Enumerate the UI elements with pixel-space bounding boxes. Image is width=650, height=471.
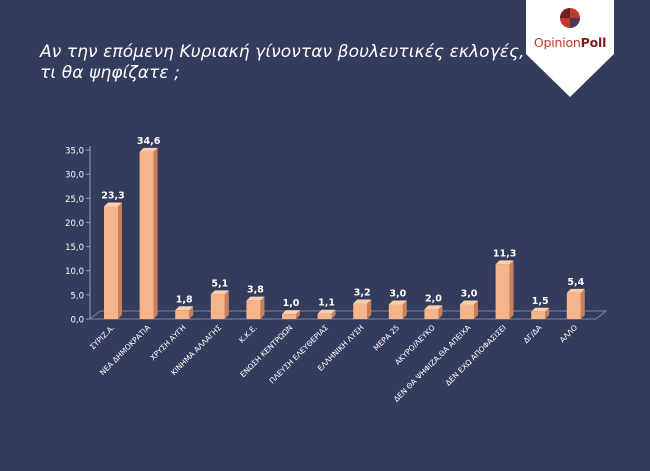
bar-top: [566, 288, 585, 293]
bar-top: [495, 260, 514, 265]
bar: [566, 292, 581, 319]
bar-value-label: 11,3: [493, 248, 516, 259]
bar-value-label: 34,6: [137, 136, 161, 147]
bar: [495, 264, 510, 319]
y-tick-label: 20,0: [65, 219, 84, 229]
bar-value-label: 5,1: [211, 278, 228, 289]
bar: [210, 294, 225, 319]
x-category-label: Κ.Κ.Ε.: [237, 323, 259, 345]
bar-value-label: 5,4: [567, 277, 584, 288]
logo-text: OpinionPoll: [526, 35, 614, 50]
y-tick-label: 10,0: [65, 267, 84, 277]
bar-top: [460, 300, 478, 305]
bar-side: [224, 290, 229, 319]
opinionpoll-logo: OpinionPoll: [526, 0, 614, 97]
bar: [139, 151, 154, 319]
bar-side: [438, 305, 443, 319]
bar: [388, 304, 403, 319]
bar: [104, 206, 118, 319]
bar: [531, 311, 546, 319]
chart-floor: [88, 310, 608, 320]
bar-value-label: 1,8: [176, 294, 193, 305]
bar-side: [367, 299, 372, 319]
bar-top: [210, 290, 229, 295]
logo-badge-shape: [526, 0, 614, 97]
bar: [353, 303, 368, 319]
bar: [317, 313, 332, 319]
bar: [460, 304, 474, 319]
bar-top: [104, 202, 122, 207]
bar-top: [424, 305, 443, 310]
y-tick-label: 35,0: [65, 147, 84, 157]
bar-side: [402, 300, 407, 319]
y-tick-label: 15,0: [65, 243, 84, 253]
bar-value-label: 3,8: [247, 285, 264, 296]
bar-value-label: 23,3: [101, 190, 124, 201]
bar-side: [260, 296, 265, 319]
bar-side: [509, 260, 514, 319]
bar-top: [139, 147, 158, 152]
bar-value-label: 3,2: [354, 288, 371, 299]
y-tick-label: 25,0: [65, 195, 84, 205]
bar-side: [545, 307, 550, 319]
bar-top: [282, 310, 300, 315]
y-tick-label: 5,0: [70, 291, 84, 301]
x-category-label: ΔΓ/ΔΑ: [522, 322, 545, 345]
chart-title: Αν την επόμενη Κυριακή γίνονταν βουλευτι…: [40, 42, 525, 84]
bar-side: [474, 300, 478, 319]
y-tick-label: 30,0: [65, 171, 84, 181]
logo-text-part1: Opinion: [533, 35, 581, 50]
y-tick-label: 0,0: [70, 316, 84, 326]
bar-value-label: 3,0: [461, 289, 478, 300]
bar-side: [189, 306, 194, 319]
bar: [282, 314, 296, 319]
bar: [424, 309, 439, 319]
bar: [246, 300, 261, 319]
bar-side: [296, 310, 300, 319]
bar-value-label: 2,0: [425, 293, 442, 304]
logo-text-part2: Poll: [580, 35, 607, 50]
bar-top: [246, 296, 265, 301]
bar: [175, 310, 190, 319]
x-category-label: ΠΛΕΥΣΗ ΕΛΕΥΘΕΡΙΑΣ: [268, 323, 331, 386]
bar-value-label: 3,0: [389, 289, 406, 300]
bar-side: [153, 147, 158, 319]
bar-top: [388, 300, 407, 305]
bar-side: [118, 202, 122, 319]
bar-side: [580, 288, 585, 319]
bar-top: [175, 306, 194, 311]
bar-value-label: 1,5: [532, 296, 549, 307]
bar-top: [531, 307, 550, 312]
bar-value-label: 1,1: [318, 298, 335, 309]
x-category-label: ΔΕΝ ΕΧΩ ΑΠΟΦΑΣΙΣΕΙ: [444, 323, 509, 388]
x-category-label: ΧΡΥΣΗ ΑΥΓΗ: [148, 323, 187, 362]
title-line-2: τι θα ψηφίζατε ;: [40, 63, 180, 83]
title-line-1: Αν την επόμενη Κυριακή γίνονταν βουλευτι…: [40, 42, 525, 62]
bar-side: [331, 309, 336, 319]
bar-top: [317, 309, 336, 314]
x-category-label: ΑΛΛΟ: [558, 323, 579, 344]
bar-top: [353, 299, 372, 304]
x-category-label: ΜΕΡΑ 25: [372, 323, 402, 353]
bar-value-label: 1,0: [283, 298, 300, 309]
x-category-label: ΣΥΡΙΖ.Α.: [88, 323, 116, 351]
